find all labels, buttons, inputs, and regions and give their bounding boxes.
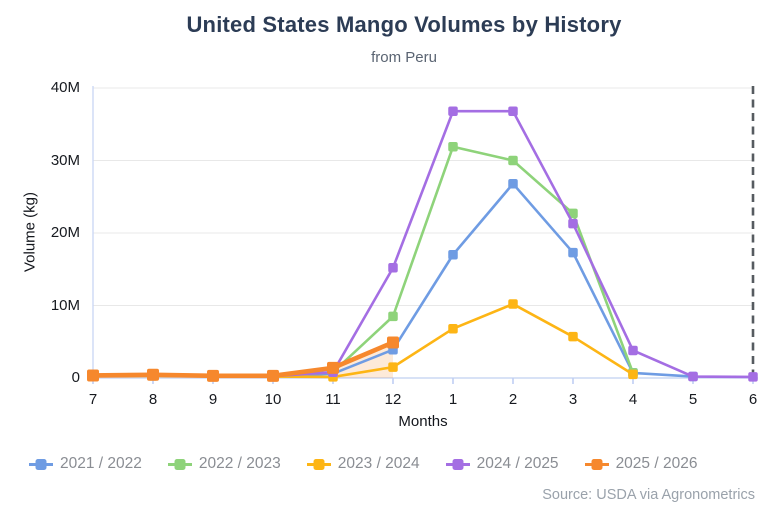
legend: 2021 / 2022 2022 / 2023 2023 / 2024 2024 / … — [29, 455, 697, 473]
marker-2023-2024-month-1[interactable] — [448, 323, 458, 334]
marker-2023-2024-month-4[interactable] — [628, 369, 638, 380]
chart-subtitle: from Peru — [371, 49, 437, 66]
y-tick-label-0: 0 — [71, 369, 80, 386]
marker-2025-2026-month-12[interactable] — [387, 336, 399, 349]
chart-title: United States Mango Volumes by History — [186, 12, 622, 37]
legend-marker-icon — [167, 458, 192, 470]
marker-2025-2026-month-10[interactable] — [267, 369, 279, 382]
x-tick-label-7: 7 — [88, 391, 98, 408]
marker-2023-2024-month-12[interactable] — [388, 362, 398, 372]
marker-2021-2022-month-1[interactable] — [448, 250, 458, 260]
series-line-2022-2023 — [91, 145, 635, 378]
x-tick-label-11: 11 — [325, 391, 341, 408]
marker-2025-2026-month-8[interactable] — [147, 368, 159, 381]
legend-item-2021-2022[interactable]: 2021 / 2022 — [29, 455, 142, 473]
series-line-2024-2025 — [91, 109, 755, 379]
legend-marker-icon — [306, 458, 331, 470]
marker-2022-2023-month-12[interactable] — [388, 311, 398, 322]
x-tick-label-12: 12 — [384, 391, 402, 408]
marker-2023-2024-month-2[interactable] — [508, 299, 518, 309]
legend-label: 2025 / 2026 — [615, 455, 698, 472]
marker-2025-2026-month-9[interactable] — [207, 369, 219, 382]
marker-2025-2026-month-7[interactable] — [87, 369, 99, 382]
x-tick-label-5: 5 — [688, 391, 698, 408]
x-tick-label-6: 6 — [748, 391, 758, 408]
x-tick-label-1: 1 — [448, 391, 458, 408]
marker-2022-2023-month-1[interactable] — [448, 141, 458, 152]
marker-2024-2025-month-1[interactable] — [448, 106, 458, 116]
legend-label: 2021 / 2022 — [60, 455, 142, 472]
marker-2024-2025-month-2[interactable] — [508, 106, 518, 116]
legend-item-2024-2025[interactable]: 2024 / 2025 — [445, 455, 559, 473]
y-tick-label-20M: 20M — [50, 224, 80, 241]
marker-2024-2025-month-4[interactable] — [628, 345, 638, 356]
marker-2021-2022-month-3[interactable] — [568, 247, 578, 258]
x-tick-label-8: 8 — [148, 391, 158, 408]
legend-item-2025-2026[interactable]: 2025 / 2026 — [584, 455, 698, 473]
x-axis-title: Months — [398, 413, 448, 430]
marker-2024-2025-month-5[interactable] — [688, 371, 698, 382]
marker-2024-2025-month-6[interactable] — [748, 372, 758, 382]
marker-2022-2023-month-3[interactable] — [568, 208, 578, 219]
legend-label: 2024 / 2025 — [476, 455, 559, 472]
legend-item-2023-2024[interactable]: 2023 / 2024 — [306, 455, 420, 473]
x-tick-label-4: 4 — [628, 391, 638, 408]
area-fill-2025-2026 — [93, 342, 393, 378]
y-tick-label-40M: 40M — [50, 79, 80, 96]
legend-label: 2023 / 2024 — [337, 455, 420, 472]
source-attribution: Source: USDA via Agronometrics — [542, 487, 755, 503]
x-tick-label-2: 2 — [508, 391, 518, 408]
series-line-2025-2026 — [90, 340, 396, 379]
legend-marker-icon — [29, 458, 53, 470]
marker-2024-2025-month-12[interactable] — [388, 263, 398, 273]
marker-2022-2023-month-2[interactable] — [508, 155, 518, 166]
legend-label: 2022 / 2023 — [198, 455, 281, 472]
marker-2021-2022-month-2[interactable] — [508, 178, 518, 189]
legend-marker-icon — [584, 458, 609, 470]
marker-2024-2025-month-3[interactable] — [568, 218, 578, 229]
marker-2023-2024-month-3[interactable] — [568, 331, 578, 342]
marker-2025-2026-month-11[interactable] — [327, 361, 339, 374]
x-tick-label-10: 10 — [264, 391, 282, 408]
y-tick-label-30M: 30M — [50, 151, 80, 169]
x-tick-label-3: 3 — [568, 391, 578, 408]
y-tick-label-10M: 10M — [50, 296, 80, 314]
x-tick-label-9: 9 — [208, 391, 218, 408]
legend-marker-icon — [445, 458, 470, 470]
legend-item-2022-2023[interactable]: 2022 / 2023 — [167, 455, 281, 473]
